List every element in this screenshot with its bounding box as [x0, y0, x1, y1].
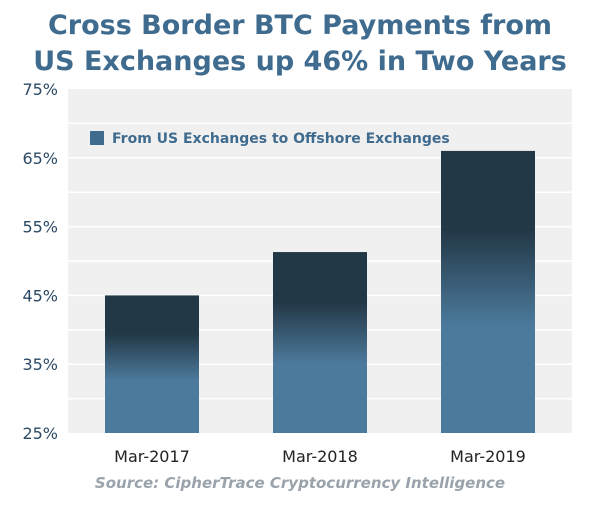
- legend-swatch: [90, 131, 104, 145]
- bars: [105, 150, 535, 434]
- y-tick-label: 35%: [22, 355, 58, 374]
- chart-title-line-2: US Exchanges up 46% in Two Years: [33, 46, 567, 77]
- bar-mar-2018: [273, 252, 367, 433]
- legend: From US Exchanges to Offshore Exchanges: [90, 131, 450, 147]
- legend-label: From US Exchanges to Offshore Exchanges: [112, 131, 450, 147]
- chart-title: Cross Border BTC Payments from US Exchan…: [0, 8, 600, 80]
- y-tick-label: 55%: [22, 218, 58, 237]
- y-tick-label: 25%: [22, 424, 58, 443]
- chart-title-line-1: Cross Border BTC Payments from: [47, 10, 553, 41]
- bar-mar-2017: [105, 295, 199, 433]
- y-tick-label: 75%: [22, 80, 58, 99]
- x-axis: Mar-2017 Mar-2018 Mar-2019: [114, 447, 526, 466]
- x-tick-label: Mar-2018: [282, 447, 358, 466]
- y-tick-label: 45%: [22, 286, 58, 305]
- source-note: Source: CipherTrace Cryptocurrency Intel…: [94, 474, 506, 492]
- y-tick-label: 65%: [22, 149, 58, 168]
- x-tick-label: Mar-2019: [450, 447, 526, 466]
- x-tick-label: Mar-2017: [114, 447, 190, 466]
- y-axis: 25% 35% 45% 55% 65% 75%: [22, 80, 58, 443]
- bar-mar-2019: [441, 150, 535, 434]
